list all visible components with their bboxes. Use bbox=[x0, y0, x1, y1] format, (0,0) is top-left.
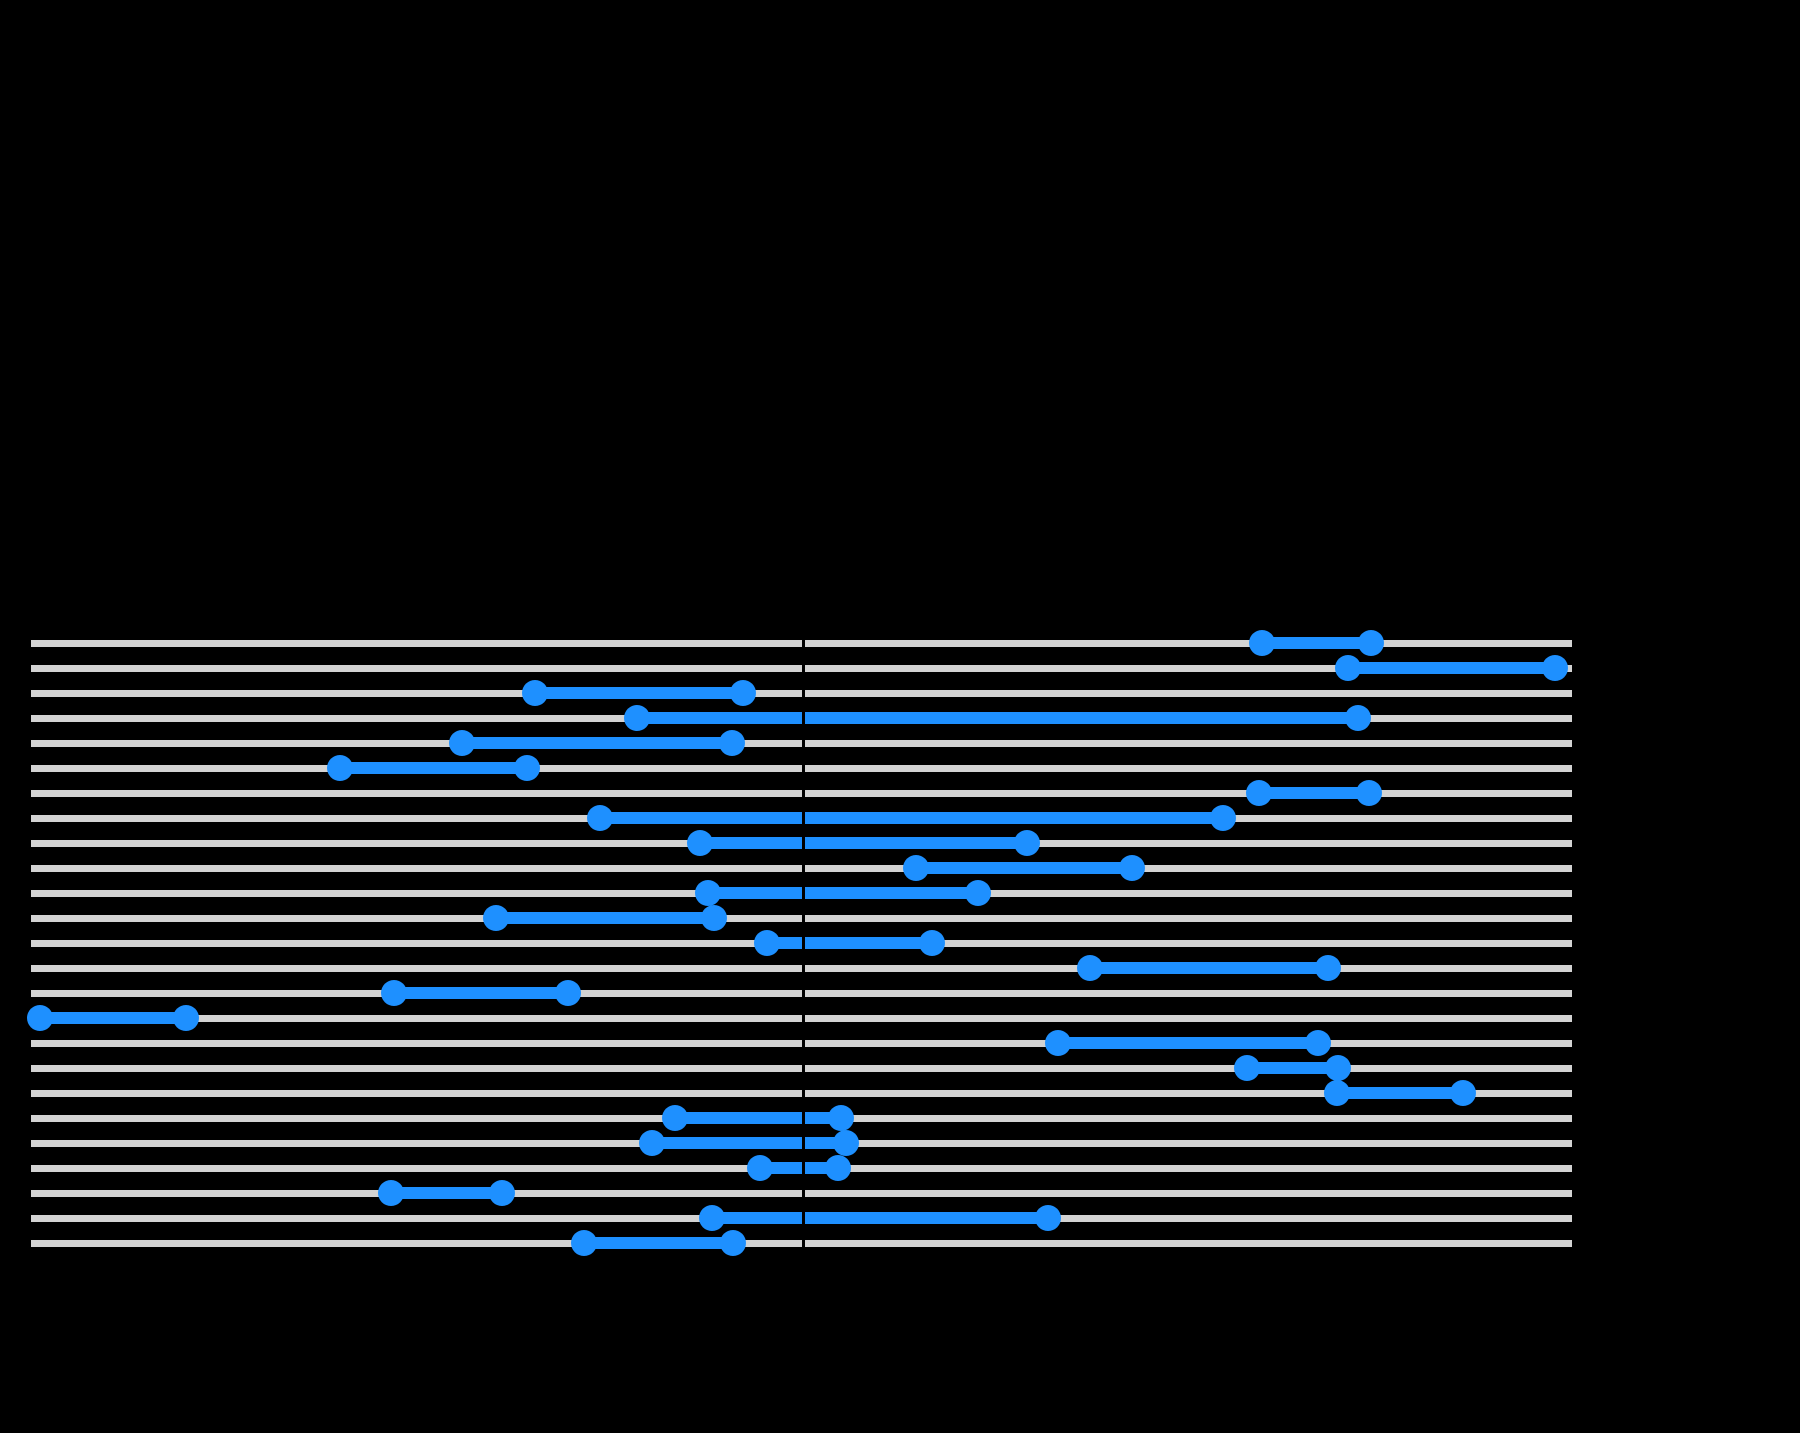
segment-bar bbox=[675, 1112, 841, 1124]
segment-end-dot bbox=[1356, 780, 1382, 806]
segment-start-dot bbox=[27, 1005, 53, 1031]
segment-end-dot bbox=[1014, 830, 1040, 856]
segment-end-dot bbox=[720, 1230, 746, 1256]
segment-bar bbox=[496, 912, 714, 924]
segment-bar bbox=[1259, 787, 1369, 799]
segment-end-dot bbox=[825, 1155, 851, 1181]
segment-end-dot bbox=[919, 930, 945, 956]
segment-start-dot bbox=[571, 1230, 597, 1256]
segment-end-dot bbox=[719, 730, 745, 756]
segment-start-dot bbox=[522, 680, 548, 706]
segment-start-dot bbox=[754, 930, 780, 956]
segment-end-dot bbox=[833, 1130, 859, 1156]
segment-start-dot bbox=[699, 1205, 725, 1231]
segment-start-dot bbox=[662, 1105, 688, 1131]
segment-start-dot bbox=[747, 1155, 773, 1181]
segment-start-dot bbox=[1324, 1080, 1350, 1106]
segment-start-dot bbox=[1077, 955, 1103, 981]
segment-bar bbox=[40, 1012, 186, 1024]
segment-bar bbox=[340, 762, 527, 774]
segment-start-dot bbox=[1249, 630, 1275, 656]
segment-start-dot bbox=[1246, 780, 1272, 806]
segment-end-dot bbox=[1358, 630, 1384, 656]
segment-start-dot bbox=[381, 980, 407, 1006]
segment-end-dot bbox=[965, 880, 991, 906]
segment-start-dot bbox=[587, 805, 613, 831]
segment-bar bbox=[462, 737, 732, 749]
segment-bar bbox=[1337, 1087, 1463, 1099]
segment-end-dot bbox=[1119, 855, 1145, 881]
segment-end-dot bbox=[1345, 705, 1371, 731]
segment-start-dot bbox=[639, 1130, 665, 1156]
segment-start-dot bbox=[449, 730, 475, 756]
segment-end-dot bbox=[555, 980, 581, 1006]
segment-bar bbox=[1348, 662, 1555, 674]
segment-start-dot bbox=[1045, 1030, 1071, 1056]
segment-end-dot bbox=[1542, 655, 1568, 681]
segment-start-dot bbox=[1335, 655, 1361, 681]
segment-end-dot bbox=[828, 1105, 854, 1131]
segment-bar bbox=[600, 812, 1223, 824]
segment-end-dot bbox=[1210, 805, 1236, 831]
segment-end-dot bbox=[730, 680, 756, 706]
segment-bar bbox=[1090, 962, 1328, 974]
segment-start-dot bbox=[1234, 1055, 1260, 1081]
segment-bar bbox=[394, 987, 568, 999]
segment-end-dot bbox=[1325, 1055, 1351, 1081]
segment-bar bbox=[916, 862, 1132, 874]
segment-start-dot bbox=[624, 705, 650, 731]
segment-bar bbox=[1262, 637, 1371, 649]
segment-start-dot bbox=[327, 755, 353, 781]
segment-end-dot bbox=[1450, 1080, 1476, 1106]
segment-end-dot bbox=[1305, 1030, 1331, 1056]
segment-bar bbox=[584, 1237, 733, 1249]
segment-start-dot bbox=[378, 1180, 404, 1206]
segment-bar bbox=[637, 712, 1358, 724]
segment-bar bbox=[708, 887, 978, 899]
segment-bar bbox=[1058, 1037, 1318, 1049]
segment-bar bbox=[767, 937, 932, 949]
segment-end-dot bbox=[1035, 1205, 1061, 1231]
segment-bar bbox=[535, 687, 743, 699]
segment-end-dot bbox=[1315, 955, 1341, 981]
segment-bar bbox=[1247, 1062, 1338, 1074]
segment-bar bbox=[760, 1162, 838, 1174]
segment-start-dot bbox=[903, 855, 929, 881]
segment-start-dot bbox=[695, 880, 721, 906]
segment-start-dot bbox=[687, 830, 713, 856]
segment-end-dot bbox=[489, 1180, 515, 1206]
center-reference-line bbox=[801, 631, 805, 1256]
segment-bar bbox=[700, 837, 1027, 849]
segment-bar bbox=[391, 1187, 502, 1199]
segment-bar bbox=[712, 1212, 1048, 1224]
segment-end-dot bbox=[173, 1005, 199, 1031]
segment-start-dot bbox=[483, 905, 509, 931]
segment-bar bbox=[652, 1137, 846, 1149]
segment-end-dot bbox=[701, 905, 727, 931]
segment-end-dot bbox=[514, 755, 540, 781]
